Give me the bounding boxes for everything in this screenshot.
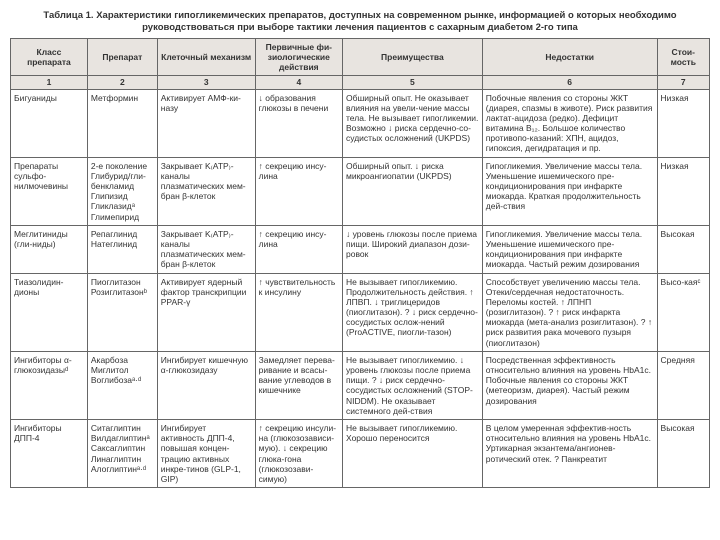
cell-c2: Акарбоза Миглитол Воглибозаᵃ·ᵈ: [87, 351, 157, 419]
cell-c2: Пиоглитазон Розиглитазонᵇ: [87, 273, 157, 351]
cell-c3: Активирует ядерный фактор транскрипции P…: [157, 273, 255, 351]
cell-c3: Закрывает K₍ATP₎-каналы плазматических м…: [157, 225, 255, 273]
cell-c6: Побочные явления со стороны ЖКТ (диарея,…: [482, 89, 657, 157]
cell-c7: Низкая: [657, 89, 709, 157]
title-line-2: руководствоваться при выборе тактики леч…: [142, 22, 578, 33]
col-header-drug: Препарат: [87, 38, 157, 76]
col-header-class: Класс препарата: [11, 38, 88, 76]
cell-c5: Не вызывает гипогликемию. Продолжительно…: [343, 273, 483, 351]
cell-c6: Гипогликемия. Увеличение массы тела. Уме…: [482, 225, 657, 273]
table-row: Меглитиниды (гли-ниды)Репаглинид Натегли…: [11, 225, 710, 273]
cell-c4: ↓ образования глюкозы в печени: [255, 89, 342, 157]
colnum-2: 2: [87, 76, 157, 89]
cell-c6: В целом умеренная эффектив-ность относит…: [482, 419, 657, 487]
cell-c4: ↑ чувствительность к инсулину: [255, 273, 342, 351]
table-caption: Таблица 1. Характеристики гипогликемичес…: [10, 10, 710, 34]
number-row: 1 2 3 4 5 6 7: [11, 76, 710, 89]
cell-c7: Высокая: [657, 225, 709, 273]
table-row: Препараты сульфо-нилмочевины2-е поколени…: [11, 157, 710, 225]
cell-c6: Гипогликемия. Увеличение массы тела. Уме…: [482, 157, 657, 225]
colnum-4: 4: [255, 76, 342, 89]
cell-c5: Обширный опыт. Не оказывает влияния на у…: [343, 89, 483, 157]
cell-c4: Замедляет перева-ривание и всасы-вание у…: [255, 351, 342, 419]
cell-c3: Закрывает K₍ATP₎-каналы плазматических м…: [157, 157, 255, 225]
cell-c1: Ингибиторы ДПП-4: [11, 419, 88, 487]
cell-c2: Ситаглиптин Вилдаглиптинᵃ Саксаглиптин Л…: [87, 419, 157, 487]
cell-c1: Меглитиниды (гли-ниды): [11, 225, 88, 273]
cell-c5: Не вызывает гипогликемию. Хорошо перенос…: [343, 419, 483, 487]
col-header-cons: Недостатки: [482, 38, 657, 76]
cell-c5: ↓ уровень глюкозы после приема пищи. Шир…: [343, 225, 483, 273]
table-body: БигуанидыМетформинАктивирует АМФ-ки-назу…: [11, 89, 710, 488]
cell-c3: Ингибирует активность ДПП-4, повышая кон…: [157, 419, 255, 487]
cell-c4: ↑ секрецию инсу-лина: [255, 225, 342, 273]
col-header-action: Первичные фи- зиологические действия: [255, 38, 342, 76]
colnum-7: 7: [657, 76, 709, 89]
title-line-1: Таблица 1. Характеристики гипогликемичес…: [43, 10, 676, 21]
colnum-6: 6: [482, 76, 657, 89]
col-header-cost: Стои- мость: [657, 38, 709, 76]
cell-c3: Ингибирует кишечную α-глюкозидазу: [157, 351, 255, 419]
table-row: БигуанидыМетформинАктивирует АМФ-ки-назу…: [11, 89, 710, 157]
cell-c2: Репаглинид Натеглинид: [87, 225, 157, 273]
cell-c7: Высо-каяᶜ: [657, 273, 709, 351]
cell-c1: Бигуаниды: [11, 89, 88, 157]
col-header-pros: Преимущества: [343, 38, 483, 76]
cell-c4: ↑ секрецию инсу-лина: [255, 157, 342, 225]
cell-c5: Не вызывает гипогликемию. ↓ уровень глюк…: [343, 351, 483, 419]
colnum-3: 3: [157, 76, 255, 89]
header-row: Класс препарата Препарат Клеточный механ…: [11, 38, 710, 76]
cell-c7: Высокая: [657, 419, 709, 487]
cell-c4: ↑ секрецию инсули-на (глюкозозависи-мую)…: [255, 419, 342, 487]
cell-c3: Активирует АМФ-ки-назу: [157, 89, 255, 157]
cell-c1: Тиазолидин-дионы: [11, 273, 88, 351]
cell-c1: Препараты сульфо-нилмочевины: [11, 157, 88, 225]
cell-c7: Средняя: [657, 351, 709, 419]
cell-c2: Метформин: [87, 89, 157, 157]
cell-c5: Обширный опыт. ↓ риска микроангиопатии (…: [343, 157, 483, 225]
cell-c7: Низкая: [657, 157, 709, 225]
colnum-5: 5: [343, 76, 483, 89]
col-header-mechanism: Клеточный механизм: [157, 38, 255, 76]
table-row: Ингибиторы ДПП-4Ситаглиптин Вилдаглиптин…: [11, 419, 710, 487]
table-row: Ингибиторы α-глюкозидазыᵈАкарбоза Миглит…: [11, 351, 710, 419]
table-row: Тиазолидин-дионыПиоглитазон Розиглитазон…: [11, 273, 710, 351]
cell-c6: Посредственная эффективность относительн…: [482, 351, 657, 419]
drug-characteristics-table: Класс препарата Препарат Клеточный механ…: [10, 38, 710, 488]
cell-c1: Ингибиторы α-глюкозидазыᵈ: [11, 351, 88, 419]
cell-c6: Способствует увеличению массы тела. Отек…: [482, 273, 657, 351]
colnum-1: 1: [11, 76, 88, 89]
cell-c2: 2-е поколение Глибурид/гли-бенкламид Гли…: [87, 157, 157, 225]
